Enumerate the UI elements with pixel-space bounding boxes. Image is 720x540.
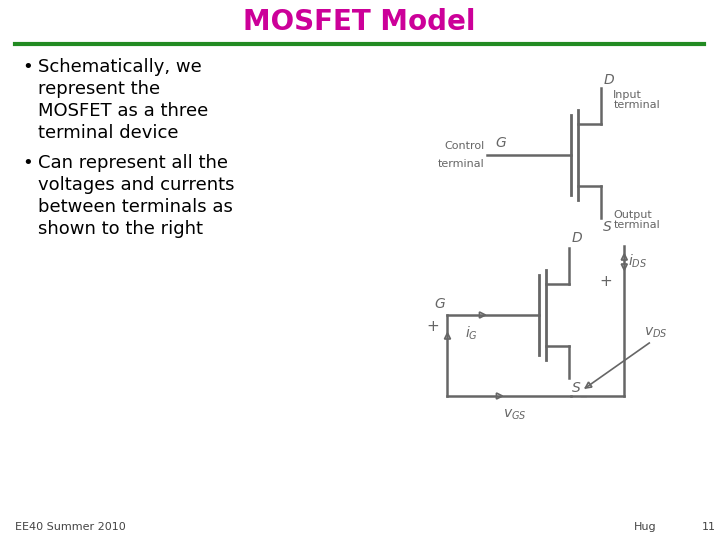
Text: EE40 Summer 2010: EE40 Summer 2010 [15,522,126,532]
Text: Output: Output [613,210,652,220]
Text: MOSFET Model: MOSFET Model [243,8,476,36]
Text: S: S [572,381,581,395]
Text: terminal: terminal [613,220,660,230]
Text: D: D [603,73,614,87]
Text: between terminals as: between terminals as [38,198,233,216]
Text: •: • [22,154,32,172]
Text: $i_G$: $i_G$ [465,325,478,342]
Text: $v_{GS}$: $v_{GS}$ [503,408,527,422]
Text: terminal device: terminal device [38,124,179,142]
Text: $i_{DS}$: $i_{DS}$ [629,253,647,271]
Text: shown to the right: shown to the right [38,220,203,238]
Text: $v_{DS}$: $v_{DS}$ [644,326,668,340]
Text: Input: Input [613,90,642,100]
Text: MOSFET as a three: MOSFET as a three [38,102,208,120]
Text: Hug: Hug [634,522,657,532]
Text: D: D [572,231,582,245]
Text: +: + [600,274,612,289]
Text: voltages and currents: voltages and currents [38,176,235,194]
Text: –: – [580,388,587,403]
Text: •: • [22,58,32,76]
Text: G: G [495,136,506,150]
Text: S: S [603,220,612,234]
Text: Control: Control [444,141,485,151]
Text: terminal: terminal [438,159,485,169]
Text: represent the: represent the [38,80,160,98]
Text: 11: 11 [702,522,716,532]
Text: Can represent all the: Can represent all the [38,154,228,172]
Text: G: G [435,297,446,311]
Text: +: + [427,319,439,334]
Text: terminal: terminal [613,100,660,110]
Text: Schematically, we: Schematically, we [38,58,202,76]
